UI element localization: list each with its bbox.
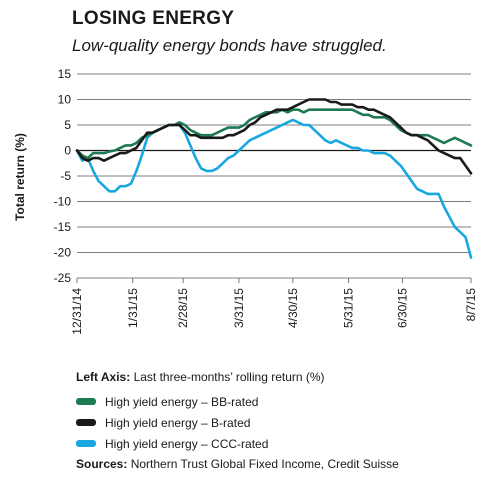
chart-subtitle: Low-quality energy bonds have struggled. bbox=[72, 36, 387, 55]
x-tick-labels: 12/31/14 1/31/15 2/28/15 3/31/15 4/30/15 5/31… bbox=[70, 278, 478, 335]
x-tick-label: 5/31/15 bbox=[342, 288, 356, 328]
left-axis-note-label: Left Axis: bbox=[76, 370, 131, 384]
chart-series bbox=[75, 98, 473, 259]
x-tick-label: 12/31/14 bbox=[70, 288, 84, 335]
sources-note: Sources: Northern Trust Global Fixed Inc… bbox=[76, 457, 399, 471]
legend-swatch-b bbox=[76, 419, 96, 426]
legend-item-bb: High yield energy – BB-rated bbox=[76, 391, 268, 412]
x-tick-label: 1/31/15 bbox=[126, 288, 140, 328]
x-tick-label: 2/28/15 bbox=[176, 288, 190, 328]
left-axis-note-text: Last three-months’ rolling return (%) bbox=[133, 370, 325, 384]
y-tick-label: 15 bbox=[58, 67, 72, 81]
sources-text: Northern Trust Global Fixed Income, Cred… bbox=[130, 457, 399, 471]
y-tick-label: -15 bbox=[54, 220, 72, 234]
y-tick-label: -10 bbox=[54, 195, 72, 209]
y-tick-label: 10 bbox=[58, 93, 72, 107]
legend: High yield energy – BB-rated High yield … bbox=[76, 391, 268, 454]
series-line-ccc bbox=[75, 118, 473, 259]
x-tick-label: 3/31/15 bbox=[232, 288, 246, 328]
legend-item-ccc: High yield energy – CCC-rated bbox=[76, 433, 268, 454]
chart-title: LOSING ENERGY bbox=[72, 8, 235, 29]
sources-label: Sources: bbox=[76, 457, 128, 471]
left-axis-note: Left Axis: Last three-months’ rolling re… bbox=[76, 370, 325, 384]
y-tick-label: -25 bbox=[54, 271, 72, 285]
x-tick-label: 8/7/15 bbox=[464, 288, 478, 322]
legend-swatch-bb bbox=[76, 398, 96, 405]
y-tick-label: 0 bbox=[64, 144, 71, 158]
chart-grid bbox=[77, 73, 471, 279]
legend-swatch-ccc bbox=[76, 440, 96, 447]
y-tick-label: -5 bbox=[60, 169, 71, 183]
y-tick-label: 5 bbox=[64, 118, 71, 132]
x-tick-label: 6/30/15 bbox=[396, 288, 410, 328]
y-tick-labels: 15 10 5 0 -5 -10 -15 -20 -25 bbox=[54, 67, 72, 285]
series-line-b bbox=[75, 98, 473, 175]
legend-label-bb: High yield energy – BB-rated bbox=[105, 394, 259, 409]
y-tick-label: -20 bbox=[54, 246, 72, 260]
legend-label-b: High yield energy – B-rated bbox=[105, 415, 251, 430]
legend-item-b: High yield energy – B-rated bbox=[76, 412, 268, 433]
x-tick-label: 4/30/15 bbox=[286, 288, 300, 328]
legend-label-ccc: High yield energy – CCC-rated bbox=[105, 436, 269, 451]
